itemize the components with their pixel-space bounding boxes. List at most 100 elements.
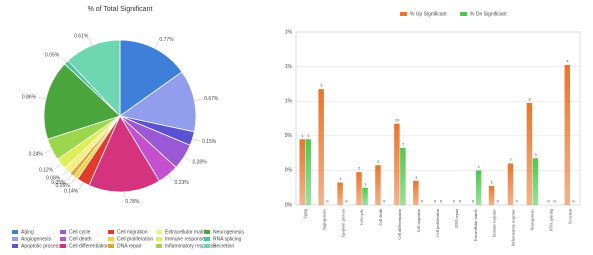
bar-count-label: 0 bbox=[497, 199, 500, 204]
y-tick-label: 1% bbox=[285, 99, 293, 105]
legend-swatch bbox=[108, 230, 114, 234]
legend-swatch bbox=[60, 230, 66, 234]
leader-line bbox=[88, 37, 93, 46]
bar-count-label: 0 bbox=[434, 199, 437, 204]
legend-label: DNA repair bbox=[117, 243, 142, 249]
legend-label: Inflammatory response bbox=[165, 243, 216, 249]
slice-label: 0.23% bbox=[175, 180, 190, 186]
leader-line bbox=[60, 56, 67, 63]
leader-line bbox=[66, 174, 72, 182]
legend-label: % Up Significant bbox=[410, 11, 447, 17]
bar-count-label: 0 bbox=[472, 199, 475, 204]
chart-title: % of Total Significant bbox=[88, 6, 153, 13]
bar bbox=[526, 102, 533, 205]
bar bbox=[507, 163, 514, 205]
leader-line bbox=[168, 174, 174, 182]
pie-slice bbox=[43, 63, 121, 140]
legend-label: Apoptotic process bbox=[21, 243, 61, 249]
legend-swatch bbox=[12, 230, 18, 234]
x-tick-label: Cell cycle bbox=[359, 209, 364, 225]
bar-count-label: 1 bbox=[307, 133, 310, 138]
y-tick-label: 0% bbox=[285, 133, 293, 139]
leader-line bbox=[194, 98, 203, 101]
x-tick-label: Angiogenesis bbox=[321, 209, 326, 231]
x-tick-label: Inflammatory response bbox=[511, 209, 516, 246]
slice-label: 0.24% bbox=[29, 151, 44, 157]
x-tick-label: Immune response bbox=[492, 209, 497, 238]
legend-label: RNA splicing bbox=[213, 236, 242, 242]
bar-count-label: 2 bbox=[358, 166, 361, 171]
legend-swatch bbox=[460, 12, 467, 16]
bar-count-label: 3 bbox=[320, 83, 323, 88]
legend-swatch bbox=[156, 230, 162, 234]
bar bbox=[394, 123, 400, 205]
x-tick-label: Cell differentiation bbox=[397, 209, 402, 239]
bar bbox=[488, 185, 495, 205]
bar-count-label: 0 bbox=[553, 199, 556, 204]
legend-label: Cell cycle bbox=[69, 229, 91, 235]
leader-line bbox=[61, 170, 68, 177]
bar-count-label: 4 bbox=[566, 58, 569, 63]
bar-count-label: 0 bbox=[516, 199, 519, 204]
legend-swatch bbox=[204, 244, 210, 248]
slice-label: 0.67% bbox=[204, 96, 219, 102]
legend-swatch bbox=[12, 244, 18, 248]
slice-label: 0.28% bbox=[192, 160, 207, 166]
bar-count-label: 0 bbox=[345, 199, 348, 204]
legend-swatch bbox=[108, 237, 114, 241]
legend-swatch bbox=[156, 237, 162, 241]
legend-label: Immune response bbox=[165, 236, 205, 242]
y-tick-label: 1% bbox=[285, 64, 293, 70]
bar-count-label: 3 bbox=[535, 152, 538, 157]
y-tick-label: 0% bbox=[285, 202, 293, 208]
legend-swatch bbox=[60, 244, 66, 248]
bar bbox=[337, 182, 343, 205]
bar-count-label: 1 bbox=[491, 180, 494, 185]
leader-line bbox=[192, 138, 201, 142]
slice-label: 0.08% bbox=[46, 175, 61, 181]
bar bbox=[362, 187, 368, 205]
leader-line bbox=[183, 156, 191, 162]
bar-count-label: 0 bbox=[440, 199, 443, 204]
leader-line bbox=[79, 182, 84, 190]
leader-line bbox=[38, 97, 46, 100]
x-tick-label: DNA repair bbox=[454, 208, 459, 227]
legend-label: Neurogenesis bbox=[213, 229, 244, 235]
legend-swatch bbox=[156, 244, 162, 248]
slice-label: 0.15% bbox=[202, 139, 217, 145]
x-tick-label: Secretion bbox=[567, 209, 572, 224]
leader-line bbox=[54, 163, 62, 169]
legend-swatch bbox=[204, 230, 210, 234]
legend-label: Cell differentiation bbox=[69, 243, 109, 249]
bar-count-label: 1 bbox=[478, 164, 481, 169]
legend-swatch bbox=[60, 237, 66, 241]
bar bbox=[318, 89, 324, 205]
leader-line bbox=[44, 149, 52, 154]
bar-count-label: 10 bbox=[395, 117, 400, 122]
leader-line bbox=[70, 177, 76, 185]
legend-label: Angiogenesis bbox=[21, 236, 52, 242]
bar-count-label: 0 bbox=[421, 199, 424, 204]
slice-label: 0.05% bbox=[56, 183, 71, 189]
bar-count-label: 0 bbox=[383, 199, 386, 204]
bar-count-label: 7 bbox=[402, 141, 405, 146]
x-tick-label: Cell migration bbox=[416, 209, 421, 232]
bar-count-label: 6 bbox=[529, 96, 532, 101]
x-tick-label: RNA splicing bbox=[549, 209, 554, 231]
slice-label: 0.78% bbox=[125, 199, 140, 205]
bar-count-label: 1 bbox=[339, 176, 342, 181]
legend-swatch bbox=[400, 12, 407, 16]
bar-count-label: 0 bbox=[547, 199, 550, 204]
bar-count-label: 0 bbox=[572, 199, 575, 204]
slice-label: 0.61% bbox=[74, 33, 89, 39]
x-tick-label: Neurogenesis bbox=[530, 209, 535, 231]
legend-swatch bbox=[204, 237, 210, 241]
bar-count-label: 0 bbox=[326, 199, 329, 204]
bar bbox=[356, 172, 362, 205]
leader-line bbox=[154, 41, 159, 49]
legend-label: Cell death bbox=[69, 236, 92, 242]
legend-label: Cell proliferation bbox=[117, 236, 153, 242]
slice-label: 0.12% bbox=[39, 167, 54, 173]
slice-label: 0.14% bbox=[64, 189, 79, 195]
